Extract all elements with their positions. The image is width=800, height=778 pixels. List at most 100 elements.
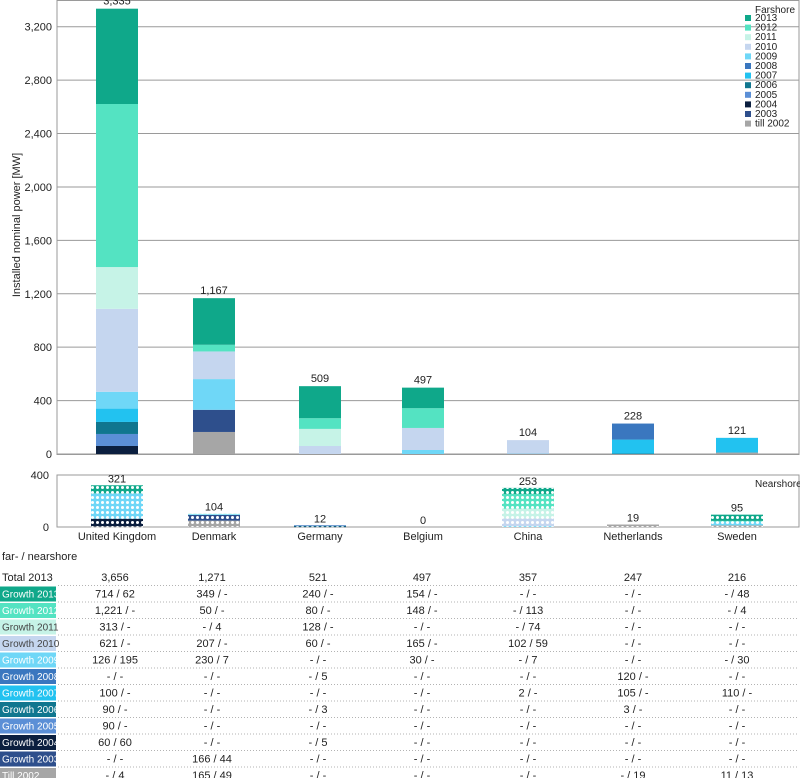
table-cell: 357: [519, 572, 537, 584]
table-cell: 1,271: [198, 572, 226, 584]
table-cell: - / -: [414, 688, 431, 700]
legend-label-2006: 2006: [755, 80, 778, 91]
table-cell: - / 30: [724, 655, 749, 667]
table-cell: - / -: [204, 671, 221, 683]
table-cell: - / -: [729, 737, 746, 749]
table-cell: - / -: [520, 721, 537, 733]
table-cell: - / 48: [724, 589, 749, 601]
legend-swatch-2013: [745, 15, 751, 21]
legend-label-2007: 2007: [755, 71, 778, 82]
bar-sweden-2007: [716, 437, 758, 453]
farshore-total-china: 104: [519, 427, 537, 439]
nearshore-bar-pattern: [711, 521, 763, 526]
table-cell: 714 / 62: [95, 589, 135, 601]
farshore-y-tick-label: 800: [34, 342, 52, 354]
table-cell: - / -: [204, 737, 221, 749]
table-cell: - / -: [414, 704, 431, 716]
table-cell: 126 / 195: [92, 655, 138, 667]
table-row-label-swatch: [0, 652, 56, 668]
table-cell: - / -: [414, 754, 431, 766]
table-row-label-swatch: [0, 768, 56, 778]
table-row-label-swatch: [0, 718, 56, 734]
table-cell: - / 7: [519, 655, 538, 667]
table-row-label: Growth 2005: [2, 722, 60, 733]
table-cell: 313 / -: [99, 622, 131, 634]
table-cell: 148 / -: [406, 605, 438, 617]
table-cell: - / 4: [203, 622, 222, 634]
farshore-legend-title: Farshore: [755, 5, 795, 16]
farshore-total-labels: 3,335 1,167 509 497 104 228 121: [103, 0, 746, 439]
farshore-y-tick-label: 400: [34, 396, 52, 408]
legend-label-2011: 2011: [755, 32, 777, 43]
nearshore-bar-pattern: [607, 524, 659, 527]
table-cell: - / -: [204, 704, 221, 716]
nearshore-total-labels: 321 104 12 0 253 19 95: [108, 473, 743, 527]
table-row-label: Growth 2008: [2, 672, 60, 683]
table-row-label: Growth 2009: [2, 656, 60, 667]
nearshore-total-sweden: 95: [731, 503, 743, 515]
farshore-total-united-kingdom: 3,335: [103, 0, 131, 8]
nearshore-bar-pattern: [502, 487, 554, 495]
bar-belgium-2013: [402, 387, 444, 409]
farshore-total-denmark: 1,167: [200, 285, 228, 297]
table-cell: 80 / -: [305, 605, 330, 617]
bar-denmark-2003: [193, 409, 235, 432]
bar-united-kingdom-2010: [96, 308, 138, 392]
nearshore-total-netherlands: 19: [627, 513, 639, 525]
table-row-label: Growth 2010: [2, 639, 60, 650]
nearshore-bar-pattern: [188, 520, 240, 527]
nearshore-bar-pattern: [188, 514, 240, 515]
farshore-legend: Farshore 2013201220112010200920082007200…: [745, 5, 795, 130]
legend-label-2010: 2010: [755, 42, 778, 53]
table-row-label-swatch: [0, 735, 56, 750]
table-row-label-swatch: [0, 669, 56, 684]
farshore-y-tick-label: 1,600: [24, 235, 52, 247]
legend-swatch-2003: [745, 111, 751, 117]
nearshore-bar-pattern: [711, 520, 763, 522]
bar-china-2010: [507, 440, 549, 454]
farshore-gridlines: 0 400 800 1,200 1,600 2,000 2,400 2,800 3,200: [24, 0, 800, 461]
table-row-label: Till 2002: [2, 771, 40, 778]
table-cell: - / -: [625, 737, 642, 749]
table-cell: - / -: [625, 589, 642, 601]
table-cell: 90 / -: [102, 721, 127, 733]
table-cell: - / -: [310, 688, 327, 700]
nearshore-plot-frame: [56, 474, 800, 528]
bar-denmark-2010: [193, 351, 235, 380]
table-row-label-swatch: [0, 685, 56, 701]
table-cell: 230 / 7: [195, 655, 229, 667]
bar-united-kingdom-2004: [96, 445, 138, 454]
table-row-label: Growth 2013: [2, 590, 60, 601]
table-cell: - / -: [520, 704, 537, 716]
nearshore-bar-pattern: [502, 526, 554, 527]
nearshore-bar-pattern: [91, 518, 143, 527]
legend-label-2004: 2004: [755, 99, 778, 110]
nearshore-bar-pattern: [91, 485, 143, 494]
nearshore-bar-pattern: [711, 514, 763, 521]
bar-denmark-2009: [193, 379, 235, 410]
bar-belgium-2009: [402, 449, 444, 454]
nearshore-bar-pattern: [502, 508, 554, 519]
table-cell: - / -: [310, 754, 327, 766]
farshore-total-belgium: 497: [414, 375, 432, 387]
legend-label-2012: 2012: [755, 23, 778, 34]
table-cell: - / -: [310, 721, 327, 733]
bar-denmark-2013: [193, 298, 235, 345]
nearshore-bar-pattern: [502, 518, 554, 527]
table-cell: - / 5: [309, 671, 328, 683]
table-cell: - / -: [414, 671, 431, 683]
legend-label-2008: 2008: [755, 61, 778, 72]
nearshore-total-denmark: 104: [205, 501, 223, 513]
table-cell: - / 4: [106, 770, 125, 778]
table-cell: - / -: [729, 704, 746, 716]
table-cell: 165 / 49: [192, 770, 232, 778]
table-cell: - / 3: [309, 704, 328, 716]
table-cell: - / 113: [513, 605, 543, 617]
farshore-total-netherlands: 228: [624, 411, 642, 423]
table-cell: 497: [413, 572, 431, 584]
table-row-label: Growth 2012: [2, 606, 60, 617]
bar-united-kingdom-2011: [96, 267, 138, 309]
table-cell: - / 19: [620, 770, 645, 778]
table-cell: 30 / -: [409, 655, 434, 667]
table-row-label: Growth 2003: [2, 755, 60, 766]
